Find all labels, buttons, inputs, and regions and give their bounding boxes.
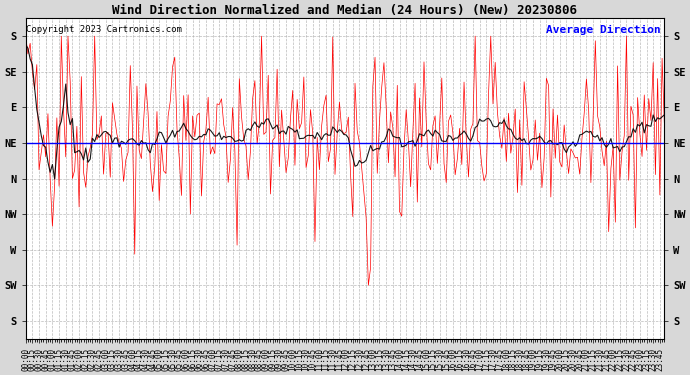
Title: Wind Direction Normalized and Median (24 Hours) (New) 20230806: Wind Direction Normalized and Median (24… [112, 4, 578, 17]
Text: Average Direction: Average Direction [546, 25, 661, 35]
Text: Copyright 2023 Cartronics.com: Copyright 2023 Cartronics.com [26, 25, 182, 34]
